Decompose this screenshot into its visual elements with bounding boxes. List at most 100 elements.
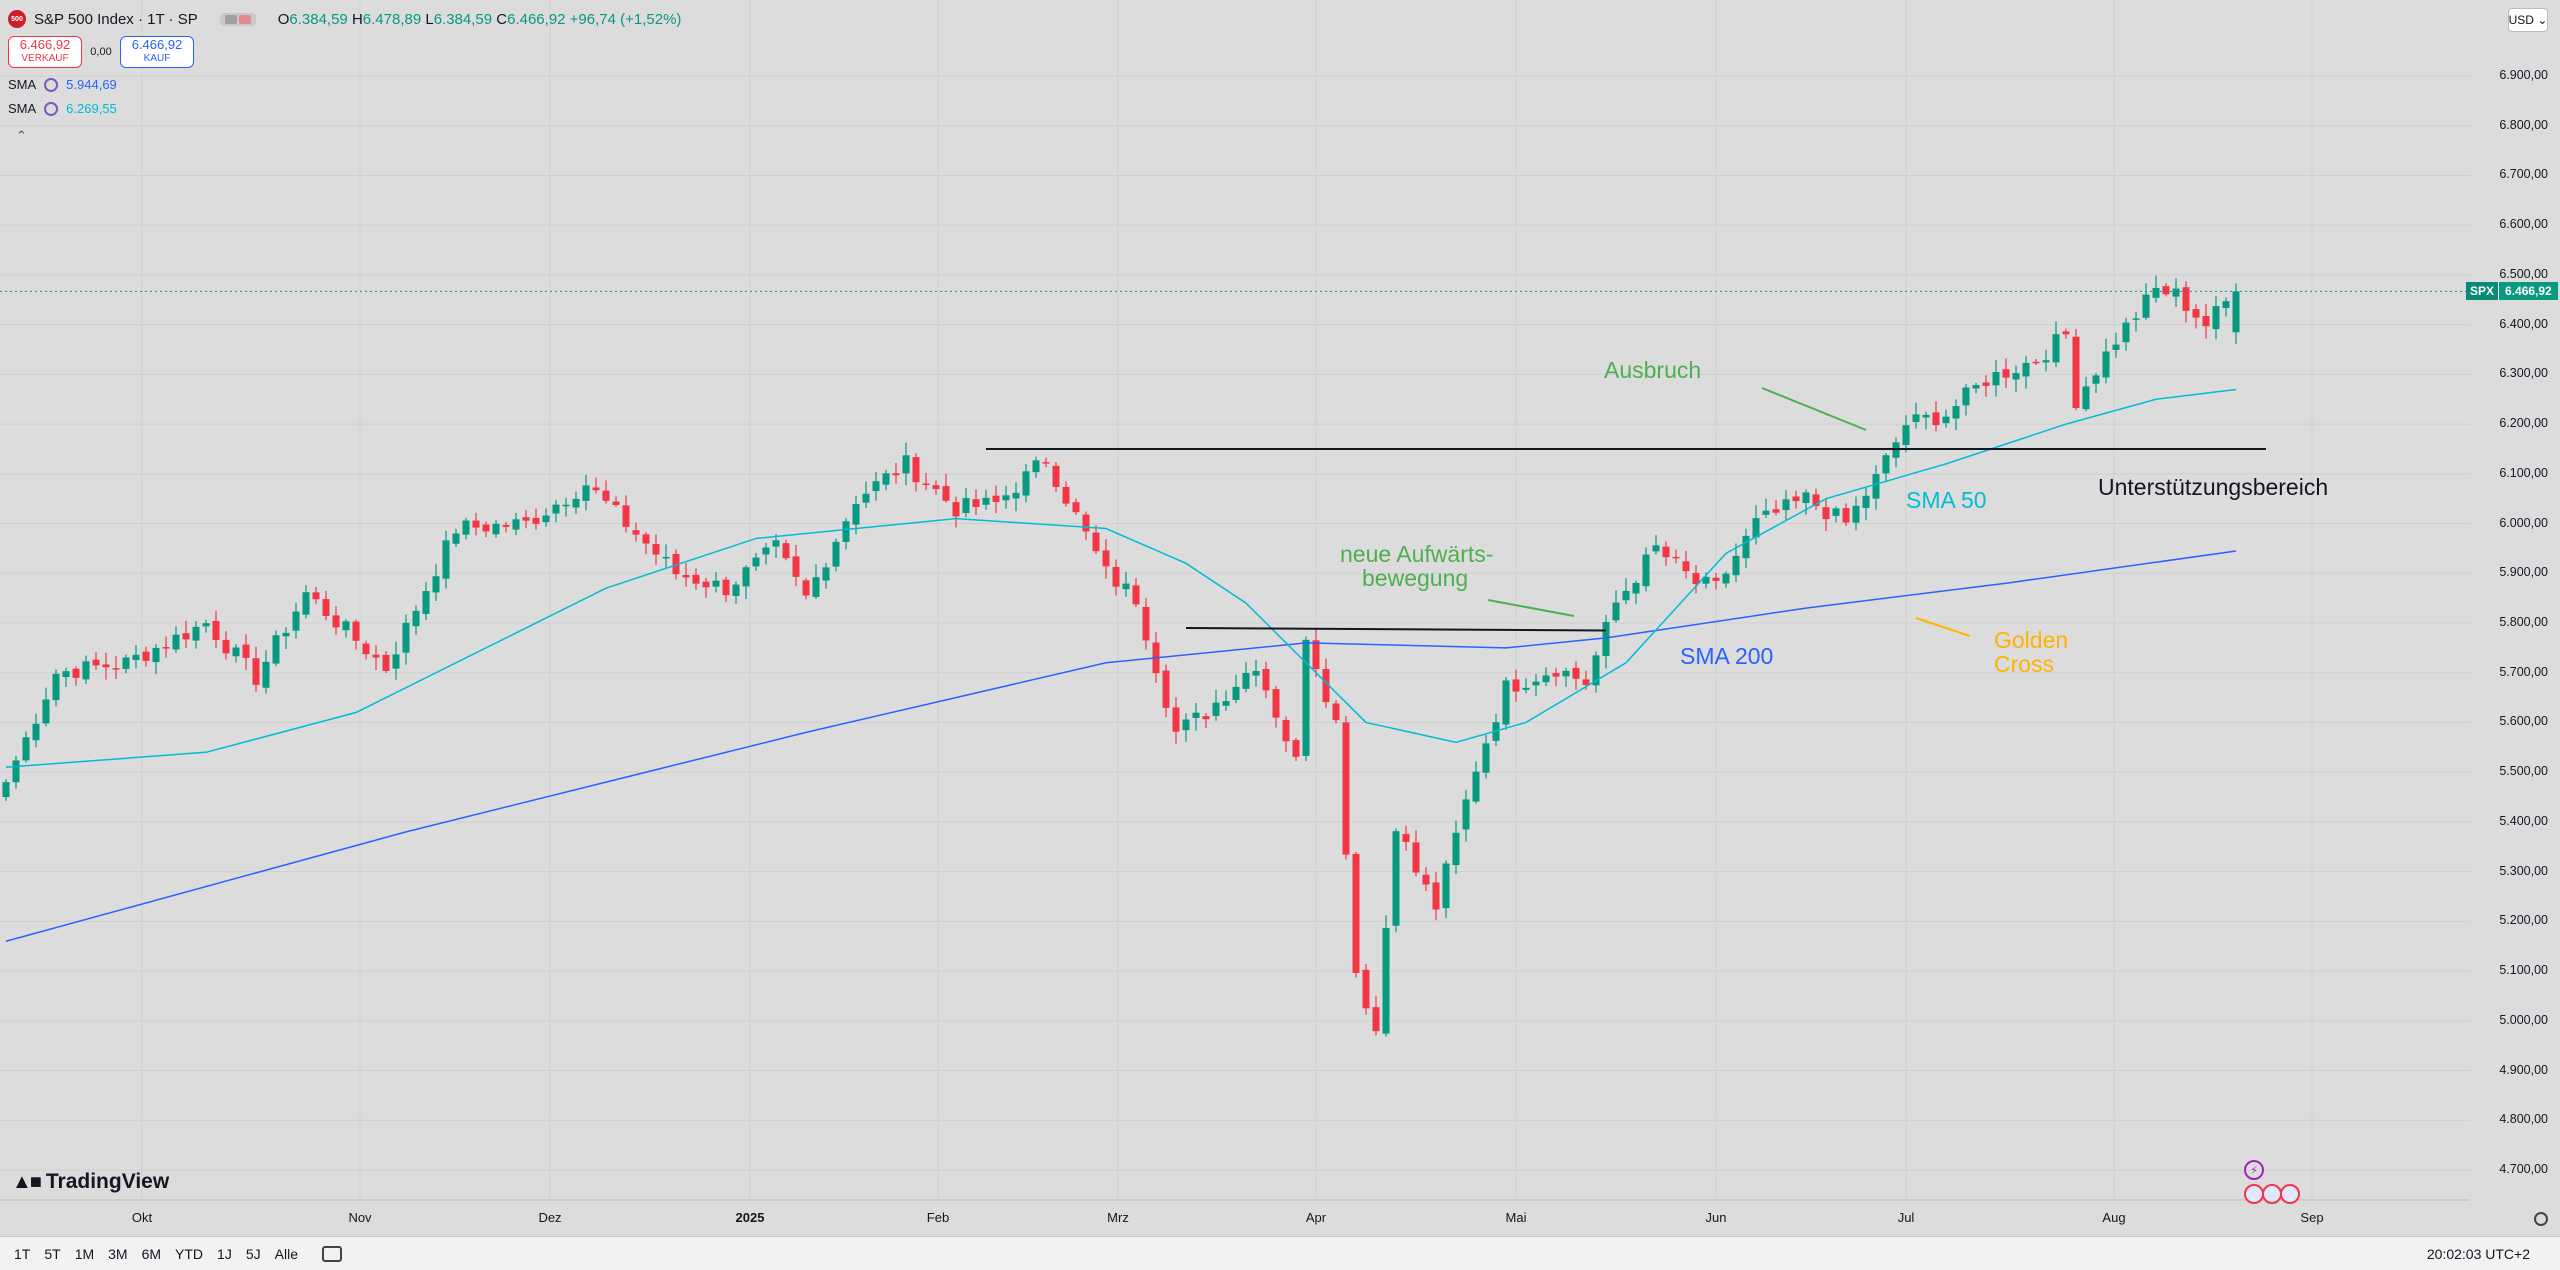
candle-body bbox=[532, 517, 540, 524]
y-tick-label: 4.800,00 bbox=[2499, 1112, 2548, 1127]
candle-body bbox=[802, 580, 810, 596]
y-tick-label: 5.600,00 bbox=[2499, 714, 2548, 729]
candle-body bbox=[382, 654, 390, 671]
candle-body bbox=[1052, 465, 1060, 487]
candle-body bbox=[1912, 414, 1920, 422]
y-tick-label: 6.400,00 bbox=[2499, 316, 2548, 331]
buy-price: 6.466,92 bbox=[131, 37, 183, 52]
candle-body bbox=[1352, 853, 1360, 973]
candle-body bbox=[732, 584, 740, 596]
candle-body bbox=[2222, 301, 2230, 309]
candle-body bbox=[442, 540, 450, 579]
candle-body bbox=[1662, 546, 1670, 558]
candle-body bbox=[2182, 287, 2190, 311]
annotation-golden[interactable]: Golden bbox=[1994, 627, 2069, 653]
neue-bewegung-arrow bbox=[1487, 599, 1575, 617]
candle-body bbox=[1902, 425, 1910, 445]
candle-body bbox=[1572, 667, 1580, 679]
events-markers[interactable]: ⚡ bbox=[2244, 1160, 2300, 1204]
x-tick-label: Apr bbox=[1305, 1210, 1327, 1225]
annotation-sma200[interactable]: SMA 200 bbox=[1680, 643, 1774, 669]
tradingview-logo[interactable]: ▲■ TradingView bbox=[12, 1170, 170, 1193]
chart-settings-icon[interactable] bbox=[2534, 1212, 2548, 1226]
candle-body bbox=[422, 591, 430, 614]
candle-body bbox=[182, 633, 190, 640]
candle-body bbox=[1882, 455, 1890, 474]
timeframe-1j[interactable]: 1J bbox=[217, 1245, 232, 1262]
symbol-title[interactable]: S&P 500 Index · 1T · SP bbox=[34, 10, 198, 28]
candle-body bbox=[242, 644, 250, 658]
annotation-cross[interactable]: Cross bbox=[1994, 651, 2055, 677]
timeframe-ytd[interactable]: YTD bbox=[175, 1245, 204, 1262]
candle-body bbox=[812, 577, 820, 597]
candle-body bbox=[672, 553, 680, 575]
candle-body bbox=[1222, 701, 1230, 706]
x-tick-label: 2025 bbox=[735, 1210, 765, 1225]
timeframe-alle[interactable]: Alle bbox=[274, 1245, 298, 1262]
candle-body bbox=[952, 502, 960, 517]
bottom-toolbar: 1T 5T 1M 3M 6M YTD 1J 5J Alle 20:02:03 U… bbox=[0, 1236, 2560, 1270]
calendar-icon[interactable] bbox=[322, 1245, 342, 1262]
candle-body bbox=[1362, 969, 1370, 1009]
currency-selector[interactable]: USD ⌄ bbox=[2508, 8, 2548, 32]
timeframe-1t[interactable]: 1T bbox=[14, 1245, 31, 1262]
timeframe-3m[interactable]: 3M bbox=[108, 1245, 128, 1262]
candle-body bbox=[1742, 535, 1750, 559]
candle-body bbox=[1972, 385, 1980, 389]
indicator-settings-icon[interactable] bbox=[44, 101, 59, 116]
candle-body bbox=[12, 760, 20, 783]
annotation-neue-aufwaerts[interactable]: neue Aufwärts- bbox=[1340, 541, 1494, 567]
candle-body bbox=[1162, 670, 1170, 708]
candle-body bbox=[1012, 492, 1020, 499]
collapse-indicators-icon[interactable]: ⌃ bbox=[16, 128, 27, 143]
candle-body bbox=[172, 634, 180, 650]
candle-body bbox=[22, 737, 30, 761]
annotation-sma50[interactable]: SMA 50 bbox=[1906, 487, 1987, 513]
candle-body bbox=[1132, 585, 1140, 605]
candle-body bbox=[1892, 442, 1900, 458]
candle-body bbox=[652, 544, 660, 555]
candle-body bbox=[1232, 686, 1240, 700]
buy-button[interactable]: 6.466,92 KAUF bbox=[120, 36, 194, 68]
timeframe-1m[interactable]: 1M bbox=[74, 1245, 95, 1262]
indicator-settings-icon[interactable] bbox=[44, 77, 59, 92]
candle-body bbox=[322, 599, 330, 616]
candle-body bbox=[1922, 414, 1930, 418]
candle-body bbox=[1172, 707, 1180, 732]
timeframe-5t[interactable]: 5T bbox=[44, 1245, 61, 1262]
candle-body bbox=[2172, 288, 2180, 297]
candle-body bbox=[202, 623, 210, 627]
y-tick-label: 6.800,00 bbox=[2499, 117, 2548, 132]
annotation-unterstuetzung[interactable]: Unterstützungsbereich bbox=[2098, 474, 2329, 500]
annotation-ausbruch[interactable]: Ausbruch bbox=[1604, 357, 1702, 383]
candle-body bbox=[1422, 874, 1430, 885]
candle-body bbox=[522, 517, 530, 521]
trade-panel: 6.466,92 VERKAUF 0,00 6.466,92 KAUF bbox=[8, 36, 194, 68]
candle-body bbox=[1112, 566, 1120, 587]
candle-body bbox=[1062, 487, 1070, 504]
candle-body bbox=[1592, 655, 1600, 686]
y-tick-label: 6.000,00 bbox=[2499, 515, 2548, 530]
economic-events-icon[interactable] bbox=[2244, 1184, 2300, 1204]
indicator-sma-200[interactable]: SMA 5.944,69 bbox=[8, 77, 117, 92]
candle-body bbox=[1092, 532, 1100, 552]
candle-body bbox=[1212, 702, 1220, 716]
indicator-sma-50[interactable]: SMA 6.269,55 bbox=[8, 101, 117, 116]
lightning-icon[interactable]: ⚡ bbox=[2244, 1160, 2264, 1180]
sell-button[interactable]: 6.466,92 VERKAUF bbox=[8, 36, 82, 68]
candle-body bbox=[1382, 927, 1390, 1034]
candle-body bbox=[1512, 679, 1520, 692]
candle-body bbox=[2102, 351, 2110, 378]
annotation-bewegung[interactable]: bewegung bbox=[1362, 565, 1469, 591]
candle-body bbox=[1322, 669, 1330, 703]
clock[interactable]: 20:02:03 UTC+2 bbox=[2426, 1245, 2530, 1262]
candle-body bbox=[932, 485, 940, 490]
candle-body bbox=[2112, 344, 2120, 350]
candle-body bbox=[252, 658, 260, 685]
candle-body bbox=[1102, 550, 1110, 567]
candle-body bbox=[1852, 505, 1860, 523]
timeframe-5j[interactable]: 5J bbox=[245, 1245, 261, 1262]
price-chart[interactable] bbox=[0, 0, 2560, 1236]
visibility-toggle-icon[interactable] bbox=[219, 12, 256, 26]
timeframe-6m[interactable]: 6M bbox=[141, 1245, 162, 1262]
